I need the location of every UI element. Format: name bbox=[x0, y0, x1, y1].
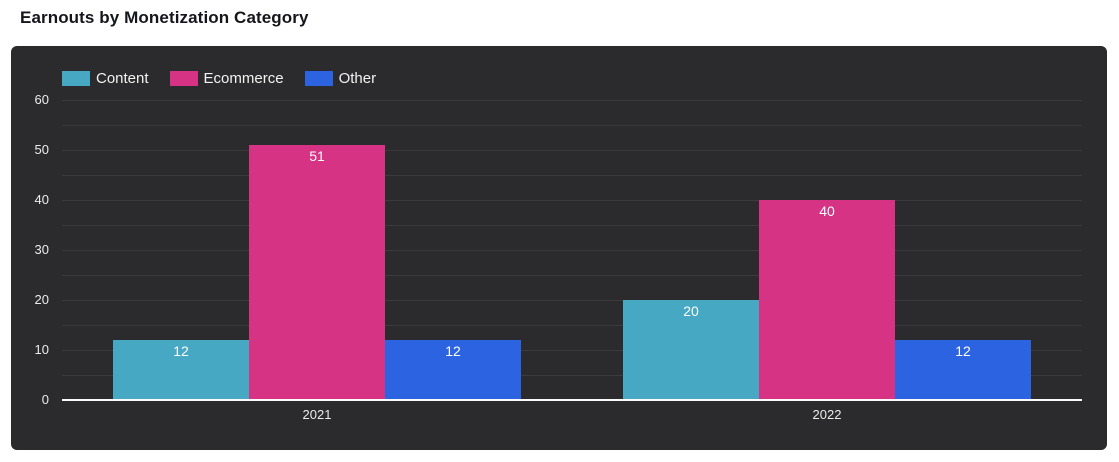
bar-value-label: 12 bbox=[445, 343, 461, 359]
legend-swatch-icon bbox=[62, 71, 90, 86]
bar-other-2021: 12 bbox=[385, 340, 521, 400]
legend-item-label: Ecommerce bbox=[203, 70, 284, 87]
y-tick-label: 10 bbox=[34, 342, 49, 357]
x-tick-label: 2021 bbox=[302, 407, 332, 422]
x-tick-label: 2022 bbox=[812, 407, 842, 422]
legend-swatch-icon bbox=[169, 71, 198, 86]
y-tick-label: 20 bbox=[34, 292, 49, 307]
bar-other-2022: 12 bbox=[895, 340, 1031, 400]
gridline bbox=[62, 125, 1082, 126]
bar-ecommerce-2021: 51 bbox=[249, 145, 385, 400]
legend-item-content[interactable]: Content bbox=[62, 71, 149, 86]
legend-item-other[interactable]: Other bbox=[304, 70, 377, 87]
gridline bbox=[62, 300, 1082, 301]
gridline bbox=[62, 150, 1082, 151]
y-tick-label: 40 bbox=[34, 192, 49, 207]
gridline bbox=[62, 200, 1082, 201]
legend-item-ecommerce[interactable]: Ecommerce bbox=[169, 70, 284, 87]
gridline bbox=[62, 175, 1082, 176]
y-tick-label: 60 bbox=[34, 92, 49, 107]
bar-value-label: 20 bbox=[683, 303, 699, 319]
chart-title: Earnouts by Monetization Category bbox=[20, 8, 309, 27]
bar-value-label: 40 bbox=[819, 203, 835, 219]
chart-card: Content Ecommerce Other 0 10 20 30 40 50 60 12 51 1… bbox=[11, 46, 1107, 450]
x-axis-line bbox=[62, 399, 1082, 401]
bar-value-label: 12 bbox=[955, 343, 971, 359]
bar-content-2021: 12 bbox=[113, 340, 249, 400]
gridline bbox=[62, 375, 1082, 376]
bar-value-label: 51 bbox=[309, 148, 325, 164]
bar-ecommerce-2022: 40 bbox=[759, 200, 895, 400]
gridline bbox=[62, 100, 1082, 101]
gridline bbox=[62, 325, 1082, 326]
gridline bbox=[62, 225, 1082, 226]
gridline bbox=[62, 275, 1082, 276]
legend-item-label: Other bbox=[338, 70, 377, 87]
bar-content-2022: 20 bbox=[623, 300, 759, 400]
legend-swatch-icon bbox=[304, 71, 333, 86]
chart-legend: Content Ecommerce Other bbox=[62, 71, 376, 86]
gridline bbox=[62, 250, 1082, 251]
y-tick-label: 30 bbox=[34, 242, 49, 257]
legend-item-label: Content bbox=[96, 70, 149, 87]
y-tick-label: 50 bbox=[34, 142, 49, 157]
bar-value-label: 12 bbox=[173, 343, 189, 359]
y-tick-label: 0 bbox=[41, 392, 49, 407]
gridline bbox=[62, 350, 1082, 351]
